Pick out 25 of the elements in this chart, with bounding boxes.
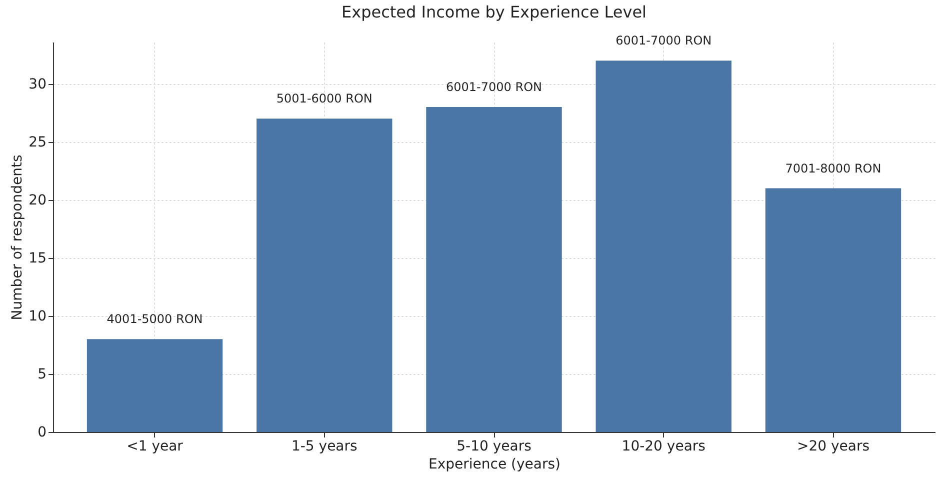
bar	[86, 339, 223, 432]
chart-title: Expected Income by Experience Level	[342, 2, 646, 22]
y-axis-title: Number of respondents	[10, 154, 26, 320]
bar	[596, 60, 732, 432]
bar	[426, 107, 562, 432]
x-tick-label: 10-20 years	[622, 438, 706, 454]
y-tick-label: 5	[38, 366, 46, 382]
data-label: 6001-7000 RON	[446, 80, 542, 94]
y-tick-label: 10	[28, 308, 46, 324]
y-tick-label: 30	[28, 76, 46, 92]
data-label: 4001-5000 RON	[106, 312, 203, 326]
x-tick-label: 5-10 years	[456, 438, 532, 454]
x-tick-label: 1-5 years	[291, 438, 358, 454]
y-tick-label: 15	[28, 250, 46, 266]
data-label: 5001-6000 RON	[276, 92, 372, 106]
bar	[256, 118, 392, 432]
y-tick-label: 0	[38, 424, 46, 440]
data-label: 7001-8000 RON	[785, 161, 882, 176]
bar	[765, 188, 902, 432]
x-tick-label: <1 year	[126, 438, 184, 454]
y-tick-label: 20	[28, 192, 46, 208]
x-tick-label: >20 years	[796, 438, 870, 454]
data-label: 6001-7000 RON	[616, 34, 712, 48]
x-axis-title: Experience (years)	[428, 456, 560, 472]
y-tick-label: 25	[28, 134, 46, 150]
